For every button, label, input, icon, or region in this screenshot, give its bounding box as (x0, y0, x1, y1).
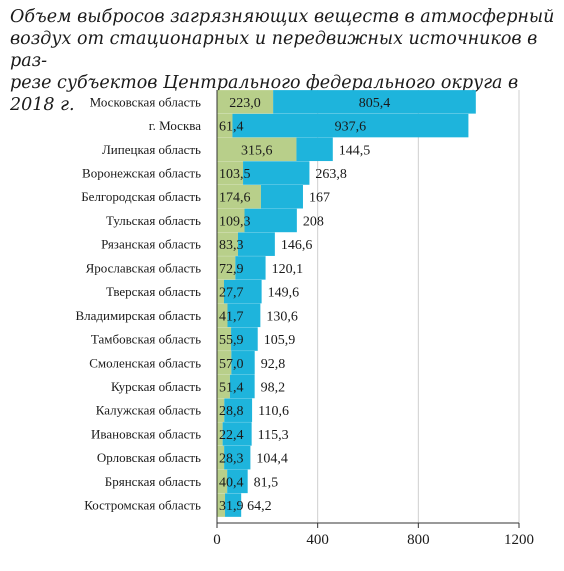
value-label-mobile: 120,1 (272, 262, 304, 277)
value-label-mobile: 81,5 (254, 475, 279, 490)
bar-mobile (222, 422, 252, 446)
category-label: Ивановская область (91, 426, 201, 441)
value-label-mobile: 144,5 (339, 143, 371, 158)
value-label-stationary: 61,4 (219, 120, 244, 135)
category-label: Белгородская область (81, 189, 201, 204)
value-label-mobile: 110,6 (258, 404, 289, 419)
value-label-mobile: 92,8 (261, 357, 286, 372)
bar-mobile (231, 327, 258, 351)
value-label-mobile: 208 (303, 214, 324, 229)
bar-stationary (217, 208, 245, 233)
value-label-mobile: 64,2 (247, 499, 272, 514)
category-label: Калужская область (96, 403, 201, 418)
category-label: Тамбовская область (91, 332, 201, 347)
x-tick-label: 800 (407, 532, 430, 548)
bar-stationary (217, 351, 232, 375)
category-label: Тверская область (106, 284, 201, 299)
value-label-stationary: 41,7 (219, 309, 244, 324)
bar-stationary (217, 303, 228, 328)
x-tick-label: 400 (306, 532, 329, 548)
value-label-stationary: 83,3 (219, 238, 244, 253)
bar-mobile (227, 303, 261, 328)
value-label-stationary: 28,8 (219, 404, 244, 419)
bar-stationary (217, 469, 228, 494)
bar-mobile (231, 351, 255, 375)
bar-stationary (217, 137, 297, 162)
value-label-stationary: 109,3 (219, 214, 251, 229)
category-label: Рязанская область (101, 237, 201, 252)
value-label-stationary: 40,4 (219, 475, 244, 490)
category-label: г. Москва (149, 118, 201, 133)
bar-mobile (225, 493, 242, 517)
value-label-mobile: 130,6 (266, 309, 298, 324)
bar-stationary (217, 398, 225, 422)
bar-stationary (217, 445, 225, 470)
bar-mobile (224, 398, 253, 422)
category-label: Московская область (90, 94, 201, 109)
bar-stationary (217, 493, 226, 517)
bar-mobile (235, 256, 266, 280)
category-label: Брянская область (105, 474, 201, 489)
bar-mobile (273, 90, 476, 114)
value-label-stationary: 103,5 (219, 167, 251, 182)
value-label-stationary: 55,9 (219, 333, 244, 348)
bar-stationary (217, 422, 223, 446)
value-label-stationary: 22,4 (219, 428, 244, 443)
value-label-mobile: 146,6 (281, 238, 313, 253)
value-label-mobile: 98,2 (261, 381, 286, 396)
bar-mobile (223, 279, 262, 304)
bar-stationary (217, 113, 233, 138)
bar-stationary (217, 256, 236, 280)
category-label: Смоленская область (89, 355, 201, 370)
category-label: Владимирская область (76, 308, 202, 323)
bar-mobile (224, 445, 251, 470)
category-label: Воронежская область (82, 166, 201, 181)
value-label-stationary: 31,9 (219, 499, 244, 514)
value-label-mobile: 149,6 (268, 286, 300, 301)
value-label-mobile: 115,3 (258, 428, 289, 443)
bar-stationary (217, 161, 244, 185)
value-label-mobile: 263,8 (315, 167, 347, 182)
category-label: Курская область (111, 379, 201, 394)
value-label-mobile: 104,4 (256, 452, 288, 467)
x-tick-label: 0 (213, 532, 221, 548)
x-tick-label: 1200 (504, 532, 534, 548)
bar-mobile (232, 113, 469, 138)
value-label-stationary: 223,0 (229, 96, 261, 111)
bar-mobile (243, 161, 310, 185)
category-label: Липецкая область (102, 142, 201, 157)
value-label-mobile: 805,4 (359, 96, 391, 111)
bar-stationary (217, 90, 274, 114)
value-label-stationary: 72,9 (219, 262, 244, 277)
value-label-stationary: 28,3 (219, 452, 244, 467)
bar-mobile (237, 232, 275, 256)
bar-stationary (217, 374, 230, 399)
bar-mobile (229, 374, 255, 399)
value-label-mobile: 167 (309, 191, 330, 206)
value-label-stationary: 174,6 (219, 191, 251, 206)
category-label: Тульская область (106, 213, 201, 228)
value-label-mobile: 937,6 (335, 120, 367, 135)
value-label-mobile: 105,9 (264, 333, 296, 348)
category-label: Костромская область (84, 498, 201, 513)
category-label: Орловская область (97, 450, 201, 465)
bar-mobile (296, 137, 333, 162)
bar-mobile (260, 184, 303, 209)
bar-stationary (217, 279, 224, 304)
bar-stationary (217, 232, 238, 256)
value-label-stationary: 57,0 (219, 357, 244, 372)
chart-title: Объем выбросов загрязняющих веществ в ат… (10, 7, 555, 115)
bar-stationary (217, 184, 261, 209)
category-label: Ярославская область (86, 260, 201, 275)
bar-mobile (227, 469, 248, 494)
bar-stationary (217, 327, 232, 351)
value-label-stationary: 51,4 (219, 381, 244, 396)
value-label-stationary: 27,7 (219, 286, 244, 301)
value-label-stationary: 315,6 (241, 143, 273, 158)
bar-mobile (244, 208, 297, 233)
